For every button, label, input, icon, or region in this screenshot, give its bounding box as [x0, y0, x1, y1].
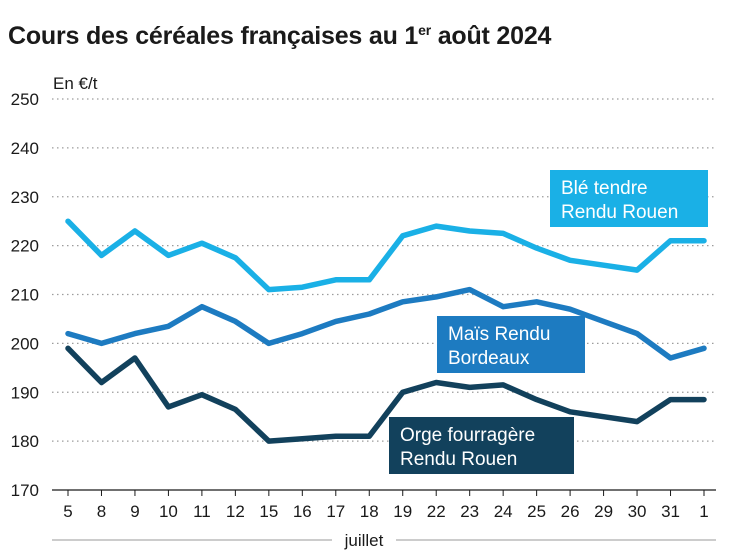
- series-label-text: Rendu Rouen: [400, 449, 517, 470]
- series-label-2: Orge fourragère Rendu Rouen: [389, 417, 574, 474]
- series-label-text: Blé tendre: [561, 178, 648, 199]
- x-tick-label: 11: [193, 502, 211, 521]
- y-tick-label: 230: [11, 188, 39, 207]
- x-tick-label: 24: [494, 502, 513, 521]
- series-label-0: Blé tendre Rendu Rouen: [550, 170, 708, 227]
- x-tick-label: 30: [628, 502, 647, 521]
- series-label-text: Bordeaux: [448, 348, 530, 369]
- series-label-text: Rendu Rouen: [561, 202, 678, 223]
- x-tick-label: 19: [393, 502, 412, 521]
- chart-title-text: Cours des céréales françaises au 1: [8, 22, 419, 50]
- month-label: juillet: [344, 531, 384, 550]
- series-lines: [65, 218, 707, 444]
- series-label-box: [389, 417, 574, 474]
- chart-title-superscript: er: [418, 22, 431, 38]
- series-label-1: Maïs Rendu Bordeaux: [437, 316, 585, 373]
- x-tick-label: 15: [259, 502, 278, 521]
- x-tick-label: 8: [97, 502, 106, 521]
- chart-title: Cours des céréales françaises au 1er aoû…: [8, 22, 551, 51]
- x-tick-label: 22: [427, 502, 446, 521]
- series-line-2: [65, 345, 707, 444]
- y-axis-unit-label: En €/t: [53, 74, 98, 93]
- series-line-1: [65, 286, 707, 361]
- x-tick-label: 17: [326, 502, 345, 521]
- series-label-box: [550, 170, 708, 227]
- series-label-box: [437, 316, 585, 373]
- y-tick-label: 250: [11, 90, 39, 109]
- month-bracket: juillet: [52, 531, 716, 550]
- series-label-text: Orge fourragère: [400, 425, 535, 446]
- x-tick-label: 10: [159, 502, 178, 521]
- x-tick-label: 12: [226, 502, 245, 521]
- x-tick-label: 31: [661, 502, 680, 521]
- series-line-0: [65, 218, 707, 293]
- x-tick-label: 29: [594, 502, 613, 521]
- x-tick-label: 25: [527, 502, 546, 521]
- y-tick-label: 210: [11, 286, 39, 305]
- x-tick-label: 9: [130, 502, 139, 521]
- x-tick-label: 18: [360, 502, 379, 521]
- y-tick-label: 170: [11, 481, 39, 500]
- series-labels: Blé tendre Rendu Rouen Maïs Rendu Bordeaux O…: [389, 170, 708, 474]
- x-tick-label: 23: [460, 502, 479, 521]
- y-tick-label: 200: [11, 334, 39, 353]
- x-axis: 5 8 9 10 11 12 15 16 17 18 19 22 23 24 25 26 29 30 31 1: [52, 489, 716, 521]
- x-tick-label: 26: [561, 502, 580, 521]
- x-tick-label: 5: [63, 502, 72, 521]
- series-label-text: Maïs Rendu: [448, 324, 550, 345]
- x-tick-label: 1: [699, 502, 708, 521]
- y-axis: 170 180 190 200 210 220 230 240 250: [11, 90, 39, 500]
- grid-lines: [52, 98, 716, 442]
- x-tick-label: 16: [293, 502, 312, 521]
- y-tick-label: 220: [11, 237, 39, 256]
- y-tick-label: 240: [11, 139, 39, 158]
- y-tick-label: 190: [11, 383, 39, 402]
- chart-title-tail: août 2024: [430, 22, 552, 50]
- y-tick-label: 180: [11, 432, 39, 451]
